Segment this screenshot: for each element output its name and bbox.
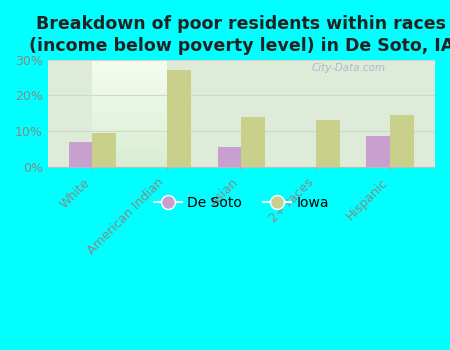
Legend: De Soto, Iowa: De Soto, Iowa	[148, 190, 334, 216]
Bar	[167, 70, 191, 167]
Bar	[241, 117, 265, 167]
Bar	[92, 133, 116, 167]
Bar	[217, 147, 241, 167]
Text: City-Data.com: City-Data.com	[311, 63, 385, 73]
Bar	[316, 120, 340, 167]
Bar	[390, 115, 414, 167]
Bar	[366, 136, 390, 167]
Bar	[68, 142, 92, 167]
Title: Breakdown of poor residents within races
(income below poverty level) in De Soto: Breakdown of poor residents within races…	[29, 15, 450, 55]
